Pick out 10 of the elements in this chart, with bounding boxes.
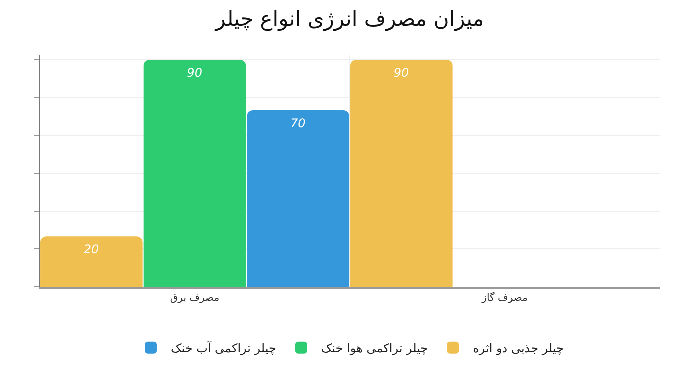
data-label: 20	[84, 242, 100, 257]
legend-label: چیلر تراکمی هوا خنک	[321, 342, 428, 356]
data-label: 70	[290, 116, 306, 130]
x-tick-label: مصرف گاز	[481, 292, 528, 304]
legend-label: چیلر جذبی دو اثره	[473, 342, 564, 356]
legend-label: چیلر تراکمی آب خنک	[171, 340, 276, 356]
data-label: 90	[394, 66, 410, 80]
data-label: 90	[187, 66, 203, 80]
x-tick-label: مصرف برق	[170, 293, 220, 304]
chart-title: میزان مصرف انرژی انواع چیلر	[214, 6, 484, 32]
